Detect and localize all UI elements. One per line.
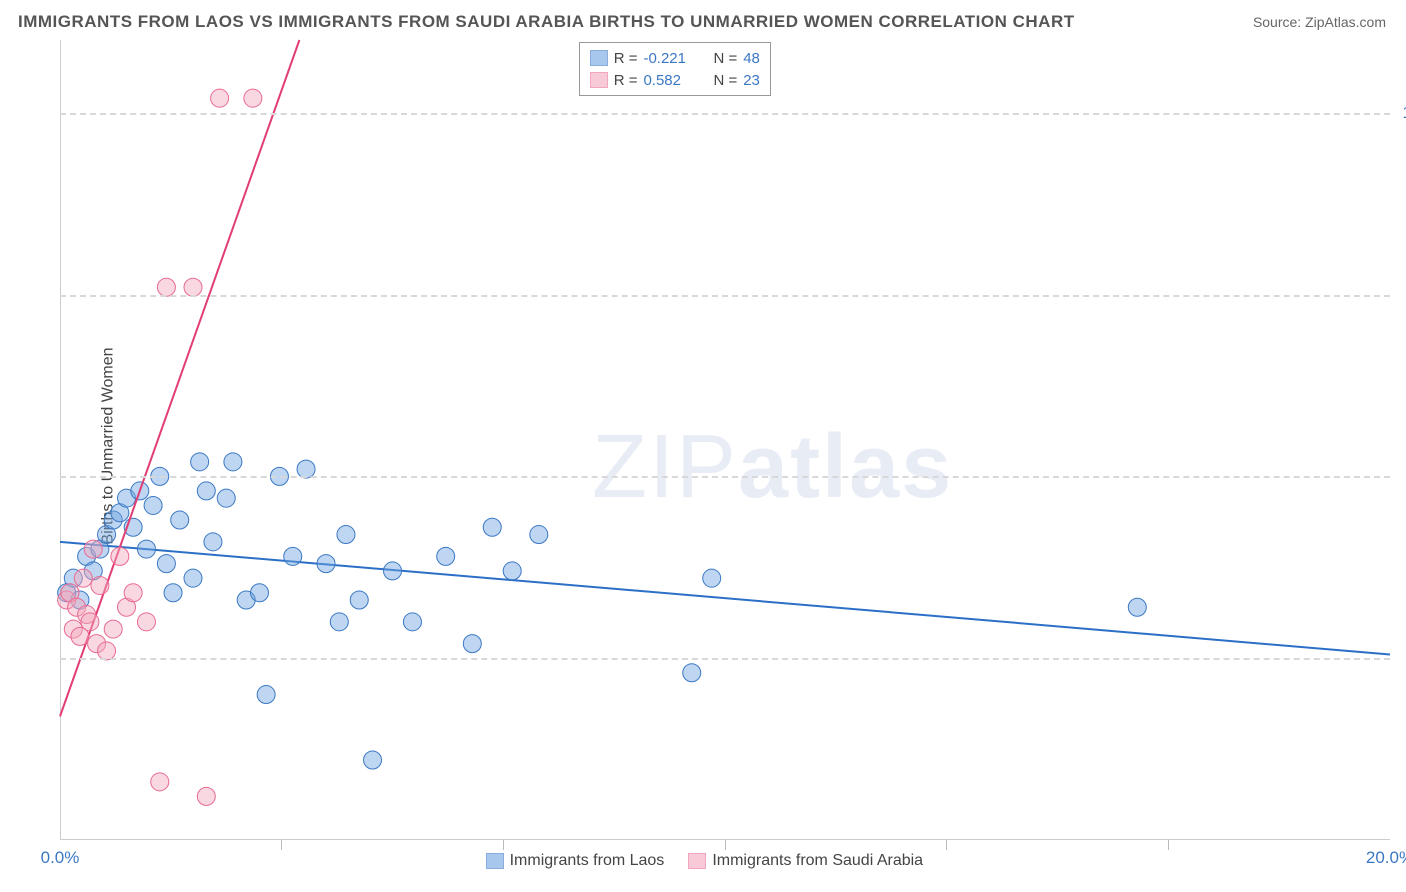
data-point-laos <box>384 562 402 580</box>
n-label: N = <box>713 50 737 67</box>
r-label: R = <box>614 50 638 67</box>
grid-line <box>60 658 1390 660</box>
data-point-saudi <box>84 540 102 558</box>
data-point-laos <box>683 664 701 682</box>
data-point-laos <box>204 533 222 551</box>
data-point-laos <box>503 562 521 580</box>
data-point-laos <box>224 453 242 471</box>
data-point-laos <box>483 518 501 536</box>
data-point-laos <box>157 555 175 573</box>
legend-swatch-saudi <box>590 72 608 88</box>
source-name: ZipAtlas.com <box>1305 14 1386 30</box>
legend-series: Immigrants from Laos Immigrants from Saud… <box>486 852 923 870</box>
data-point-laos <box>330 613 348 631</box>
data-point-saudi <box>244 89 262 107</box>
data-point-saudi <box>151 773 169 791</box>
x-minor-tick <box>946 840 947 850</box>
legend-swatch-laos <box>486 853 504 869</box>
data-point-laos <box>1128 598 1146 616</box>
chart-svg <box>60 40 1390 840</box>
data-point-laos <box>144 496 162 514</box>
r-value: -0.221 <box>643 50 697 67</box>
data-point-laos <box>350 591 368 609</box>
legend-swatch-saudi <box>688 853 706 869</box>
x-minor-tick <box>1168 840 1169 850</box>
data-point-laos <box>317 555 335 573</box>
data-point-laos <box>437 547 455 565</box>
x-minor-tick <box>281 840 282 850</box>
x-minor-tick <box>503 840 504 850</box>
data-point-laos <box>463 635 481 653</box>
data-point-saudi <box>74 569 92 587</box>
legend-stat-row-saudi: R = 0.582 N = 23 <box>590 69 760 91</box>
n-label: N = <box>713 72 737 89</box>
chart-plot-area: ZIPatlas R = -0.221N = 48R = 0.582N = 23… <box>60 40 1390 840</box>
data-point-saudi <box>81 613 99 631</box>
legend-label: Immigrants from Laos <box>510 852 665 870</box>
grid-line <box>60 295 1390 297</box>
data-point-laos <box>184 569 202 587</box>
x-minor-tick <box>725 840 726 850</box>
source-prefix: Source: <box>1253 14 1305 30</box>
legend-swatch-laos <box>590 50 608 66</box>
data-point-laos <box>171 511 189 529</box>
data-point-laos <box>137 540 155 558</box>
legend-item-laos: Immigrants from Laos <box>486 852 665 870</box>
data-point-laos <box>403 613 421 631</box>
grid-line <box>60 476 1390 478</box>
data-point-laos <box>257 686 275 704</box>
legend-stat-row-laos: R = -0.221 N = 48 <box>590 47 760 69</box>
x-tick-label: 0.0% <box>41 848 80 868</box>
legend-label: Immigrants from Saudi Arabia <box>712 852 923 870</box>
x-tick-label: 20.0% <box>1366 848 1406 868</box>
data-point-laos <box>251 584 269 602</box>
chart-title: IMMIGRANTS FROM LAOS VS IMMIGRANTS FROM … <box>18 12 1075 32</box>
source-label: Source: ZipAtlas.com <box>1253 14 1386 30</box>
data-point-laos <box>703 569 721 587</box>
data-point-saudi <box>104 620 122 638</box>
data-point-laos <box>364 751 382 769</box>
legend-stats: R = -0.221 N = 48 R = 0.582 N = 23 <box>579 42 771 96</box>
n-value: 23 <box>743 72 760 89</box>
legend-item-saudi: Immigrants from Saudi Arabia <box>688 852 923 870</box>
data-point-laos <box>530 526 548 544</box>
data-point-laos <box>337 526 355 544</box>
data-point-saudi <box>111 547 129 565</box>
r-value: 0.582 <box>643 72 697 89</box>
data-point-laos <box>191 453 209 471</box>
data-point-laos <box>164 584 182 602</box>
data-point-laos <box>217 489 235 507</box>
data-point-laos <box>197 482 215 500</box>
r-label: R = <box>614 72 638 89</box>
y-tick-label: 100.0% <box>1402 103 1406 123</box>
data-point-saudi <box>91 576 109 594</box>
data-point-saudi <box>211 89 229 107</box>
n-value: 48 <box>743 50 760 67</box>
data-point-laos <box>284 547 302 565</box>
grid-line <box>60 113 1390 115</box>
data-point-saudi <box>137 613 155 631</box>
data-point-saudi <box>124 584 142 602</box>
data-point-saudi <box>197 787 215 805</box>
